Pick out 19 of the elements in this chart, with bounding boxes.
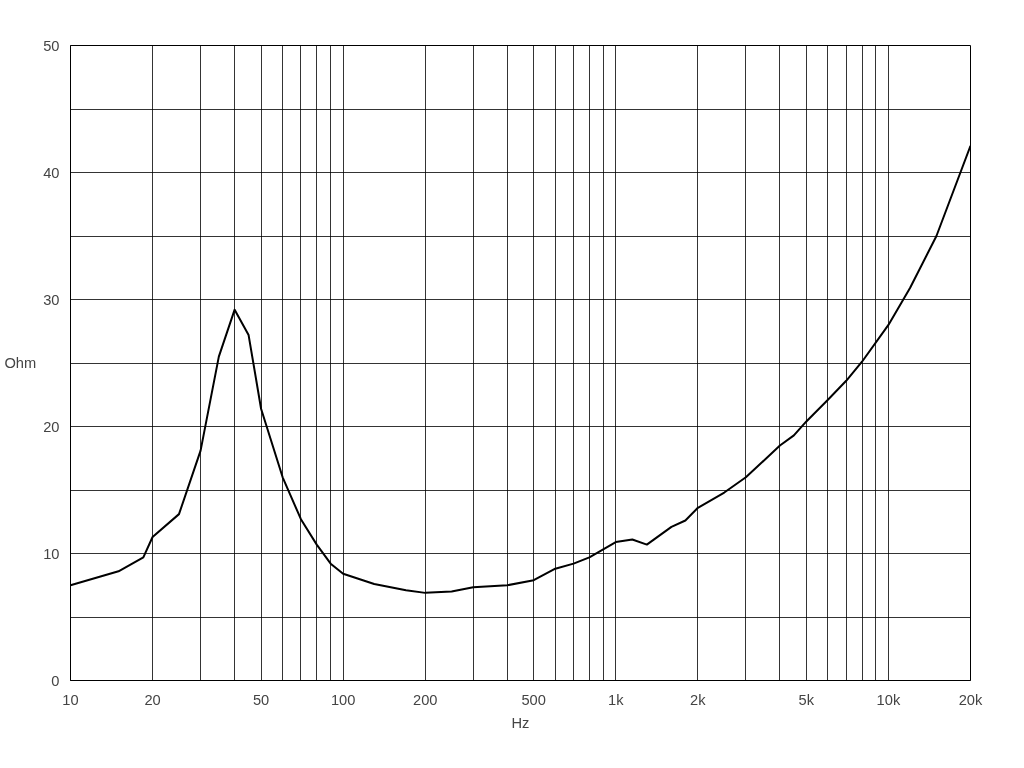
x-tick-label: 200: [412, 691, 438, 708]
y-axis-title: Ohm: [4, 355, 37, 371]
y-tick-label: 0: [51, 672, 60, 689]
x-tick-label: 50: [252, 691, 270, 708]
y-tick-label: 40: [43, 164, 60, 181]
y-tick-label: 50: [43, 37, 60, 54]
x-tick-label: 1k: [608, 691, 625, 708]
x-tick-label: 10k: [876, 691, 901, 708]
y-tick-label: 10: [43, 545, 60, 562]
x-tick-label: 20: [144, 691, 161, 708]
x-tick-label: 10: [62, 691, 79, 708]
y-tick-label: 30: [43, 291, 60, 308]
x-tick-label: 500: [521, 691, 546, 708]
x-tick-label: 5k: [798, 691, 815, 708]
x-tick-label: 20k: [958, 691, 983, 708]
x-axis-title: Hz: [511, 714, 530, 731]
y-tick-label: 20: [43, 418, 60, 435]
x-tick-label: 100: [330, 691, 356, 708]
x-tick-label: 2k: [690, 691, 707, 708]
